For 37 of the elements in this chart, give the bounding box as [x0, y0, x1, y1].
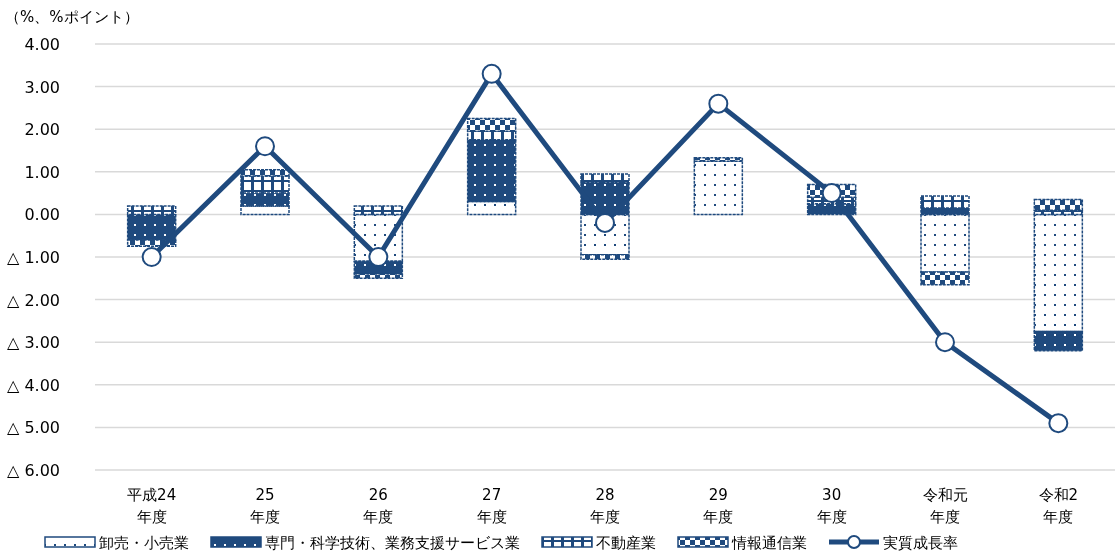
y-tick-label: △ 5.00 [6, 418, 60, 438]
point [935, 332, 955, 353]
point [1048, 413, 1069, 434]
x-tick-label: 30年度 [816, 486, 847, 526]
y-axis-title: （%、%ポイント） [5, 8, 139, 26]
point [595, 212, 615, 233]
x-tick-label: 25年度 [250, 486, 280, 526]
x-tick-label: 29年度 [703, 486, 734, 526]
y-tick-label: 1.00 [24, 162, 60, 182]
point [708, 93, 729, 114]
point [821, 183, 842, 204]
y-tick-label: △ 2.00 [6, 290, 60, 310]
x-tick-label: 令和2年度 [1038, 486, 1079, 526]
y-tick-label: △ 4.00 [6, 375, 60, 395]
legend-label: 情報通信業 [731, 534, 807, 552]
x-tick-label: 27年度 [476, 486, 507, 526]
x-tick-label: 令和元年度 [922, 486, 968, 526]
x-tick-label: 28年度 [590, 486, 620, 526]
y-tick-label: △ 1.00 [6, 248, 60, 267]
legend-label: 卸売・小売業 [99, 534, 189, 552]
y-tick-label: 4.00 [24, 35, 60, 54]
legend-label: 実質成長率 [883, 534, 958, 552]
point [481, 63, 502, 84]
y-tick-label: △ 3.00 [6, 333, 60, 353]
point [255, 136, 275, 157]
point [141, 247, 162, 267]
y-tick-label: 3.00 [24, 77, 60, 97]
bar [693, 160, 744, 216]
y-tick-label: △ 6.00 [6, 461, 60, 480]
y-tick-label: 0.00 [24, 205, 60, 225]
y-tick-label: 2.00 [24, 120, 60, 140]
x-tick-label: 26年度 [363, 486, 394, 526]
legend-label: 専門・科学技術、業務支援サービス業 [265, 534, 520, 552]
point [368, 247, 389, 267]
bar [1033, 198, 1084, 211]
legend-label: 不動産業 [596, 534, 656, 552]
x-tick-label: 平成24年度 [127, 486, 177, 526]
